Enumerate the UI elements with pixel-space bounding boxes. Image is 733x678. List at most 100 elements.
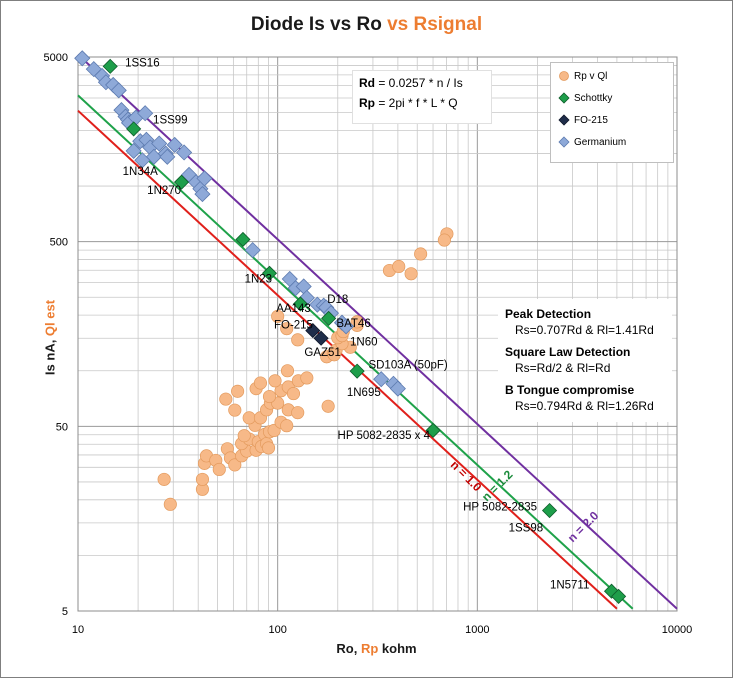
point-schottky bbox=[102, 58, 118, 74]
point-germanium bbox=[134, 152, 151, 169]
point-rp-v-ql bbox=[392, 259, 406, 274]
point-rp-v-ql bbox=[291, 406, 305, 420]
formula-rp: Rp = 2pi * f * L * Q bbox=[359, 96, 458, 110]
point-rp-v-ql bbox=[219, 392, 233, 406]
plot-area-border bbox=[77, 56, 678, 612]
point-rp-v-ql bbox=[212, 462, 226, 477]
annotation-label: 1N34A bbox=[123, 166, 158, 178]
annotation-label: D18 bbox=[327, 294, 348, 306]
y-tick-label: 500 bbox=[50, 237, 68, 249]
x-tick-label: 100 bbox=[268, 624, 286, 636]
y-axis-label: Is nA, Ql est bbox=[43, 278, 58, 398]
point-rp-v-ql bbox=[242, 411, 256, 425]
point-rp-v-ql bbox=[280, 419, 294, 433]
annotation-label: AA143 bbox=[276, 303, 311, 315]
point-rp-v-ql bbox=[437, 233, 451, 247]
point-germanium bbox=[159, 148, 176, 165]
point-schottky bbox=[261, 265, 278, 281]
legend-item-fo-215: FO-215 bbox=[557, 109, 667, 131]
point-germanium bbox=[194, 186, 211, 203]
point-rp-v-ql bbox=[291, 333, 305, 347]
point-germanium bbox=[337, 318, 355, 335]
legend-item-germanium: Germanium bbox=[557, 131, 667, 153]
ideality-line bbox=[77, 94, 634, 610]
circle-marker-icon bbox=[559, 71, 569, 81]
annotation-label: BAT46 bbox=[336, 318, 370, 330]
x-tick-label: 1000 bbox=[465, 624, 489, 636]
point-rp-v-ql bbox=[327, 348, 341, 362]
legend-item-schottky: Schottky bbox=[557, 87, 667, 109]
detection-head-peak: Peak Detection bbox=[505, 307, 592, 321]
annotation-label: 1N270 bbox=[147, 185, 181, 197]
chart-title: Diode Is vs Ro vs Rsignal bbox=[0, 14, 733, 36]
point-germanium bbox=[166, 136, 183, 154]
annotation-label: 1N695 bbox=[347, 387, 381, 399]
point-rp-v-ql bbox=[228, 458, 242, 472]
point-rp-v-ql bbox=[404, 267, 418, 281]
point-schottky bbox=[173, 174, 190, 190]
annotation-label: HP 5082-2835 bbox=[463, 502, 537, 514]
y-tick-label: 50 bbox=[56, 421, 68, 433]
point-rp-v-ql bbox=[231, 384, 245, 398]
annotation-label: n = 2.0 bbox=[565, 508, 602, 545]
point-germanium bbox=[176, 144, 193, 161]
title-part1: Diode Is vs Ro bbox=[250, 14, 382, 35]
point-rp-v-ql bbox=[280, 364, 295, 378]
annotation-label: SD103A (50pF) bbox=[368, 359, 447, 371]
point-germanium bbox=[196, 170, 213, 187]
annotation-label: GAZ51 bbox=[304, 347, 340, 359]
x-axis-label: Ro, Rp kohm bbox=[0, 641, 733, 656]
point-germanium bbox=[373, 371, 390, 388]
point-rp-v-ql bbox=[414, 247, 428, 261]
point-rp-v-ql bbox=[268, 374, 282, 388]
y-label-part1: Is nA, bbox=[42, 336, 58, 376]
y-tick-label: 5 bbox=[62, 606, 68, 618]
y-tick-label: 5000 bbox=[44, 52, 68, 64]
point-schottky bbox=[425, 422, 441, 439]
point-rp-v-ql bbox=[321, 399, 335, 413]
point-germanium bbox=[389, 380, 406, 397]
annotation-label: 1SS16 bbox=[125, 57, 160, 69]
point-rp-v-ql bbox=[280, 322, 294, 336]
diamond-marker-icon bbox=[558, 114, 570, 126]
detection-eq-tongue: Rs=0.794Rd & Rl=1.26Rd bbox=[515, 399, 654, 413]
annotation-label: FO-215 bbox=[274, 320, 313, 332]
point-schottky bbox=[349, 363, 365, 379]
formula-rd: Rd = 0.0257 * n / Is bbox=[359, 76, 463, 90]
point-germanium bbox=[110, 82, 127, 99]
diamond-marker-icon bbox=[558, 136, 570, 148]
diamond-marker-icon bbox=[558, 92, 570, 104]
annotation-label: 1N5711 bbox=[550, 580, 589, 592]
x-tick-label: 10000 bbox=[662, 624, 693, 636]
point-rp-v-ql bbox=[237, 429, 251, 443]
point-schottky bbox=[292, 296, 308, 312]
y-label-part2: Ql est bbox=[42, 299, 58, 337]
x-label-part1: Ro, bbox=[336, 641, 361, 656]
point-rp-v-ql bbox=[195, 472, 209, 486]
point-schottky bbox=[235, 231, 251, 248]
point-schottky bbox=[126, 121, 142, 137]
detection-box: Peak Detection Rs=0.707Rd & Rl=1.41Rd Sq… bbox=[498, 299, 672, 422]
detection-head-square: Square Law Detection bbox=[505, 345, 631, 359]
annotation-label: HP 5082-2835 x 4 bbox=[338, 430, 431, 442]
ideality-line bbox=[77, 109, 618, 610]
point-germanium bbox=[125, 142, 142, 159]
point-rp-v-ql bbox=[253, 376, 268, 390]
point-rp-v-ql bbox=[286, 387, 301, 401]
point-germanium bbox=[244, 242, 261, 259]
point-germanium bbox=[151, 135, 168, 152]
x-label-part3: kohm bbox=[378, 641, 417, 656]
detection-head-tongue: B Tongue compromise bbox=[505, 383, 635, 397]
legend-item-rp-v-ql: Rp v Ql bbox=[557, 65, 667, 87]
point-rp-v-ql bbox=[350, 315, 364, 329]
point-rp-v-ql bbox=[157, 472, 171, 486]
point-germanium bbox=[74, 50, 91, 67]
point-rp-v-ql bbox=[228, 403, 242, 417]
annotation-label: n = 1.0 bbox=[448, 458, 485, 495]
x-label-part2: Rp bbox=[360, 641, 379, 656]
point-germanium bbox=[137, 105, 154, 122]
point-fo-215 bbox=[313, 330, 329, 346]
title-part2: vs Rsignal bbox=[387, 14, 483, 35]
point-schottky bbox=[321, 310, 337, 326]
point-rp-v-ql bbox=[262, 389, 277, 404]
